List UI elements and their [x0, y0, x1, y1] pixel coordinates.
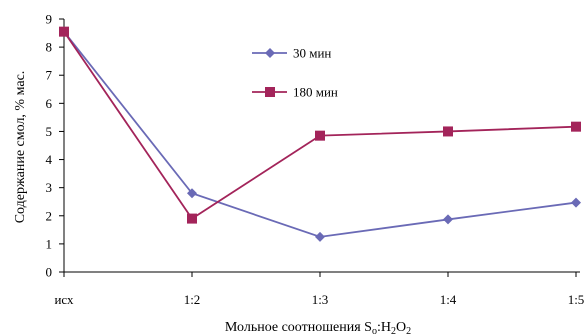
y-tick-label: 3 [46, 180, 53, 195]
y-tick-label: 8 [46, 40, 53, 55]
x-tick-label: 1:5 [568, 292, 585, 307]
series-2 [59, 26, 581, 224]
legend-marker [265, 87, 275, 97]
legend: 30 мин 180 мин [252, 46, 338, 100]
x-axis-title: Мольное соотношения So:H2O2 [225, 320, 411, 336]
legend-item: 30 мин [252, 46, 331, 61]
data-point [443, 214, 453, 225]
x-tick-label: 1:2 [184, 292, 201, 307]
data-point [315, 231, 325, 242]
data-point [315, 130, 325, 141]
data-point [571, 197, 581, 208]
legend-item: 180 мин [252, 85, 338, 100]
y-tick-label: 7 [46, 68, 53, 83]
y-tick-label: 2 [46, 208, 53, 223]
y-ticks: 0 1 2 3 4 5 6 7 8 9 [46, 12, 64, 280]
data-point [443, 126, 453, 137]
legend-marker [265, 48, 275, 58]
legend-label: 30 мин [293, 46, 331, 61]
y-tick-label: 6 [46, 96, 53, 111]
x-tick-label: исх [54, 292, 74, 307]
data-point [187, 188, 197, 199]
data-point [187, 213, 197, 224]
x-tick-label: 1:3 [312, 292, 329, 307]
x-tick-label: 1:4 [440, 292, 457, 307]
x-ticks: исх 1:2 1:3 1:4 1:5 [54, 272, 584, 307]
data-point [571, 121, 581, 132]
y-tick-label: 5 [46, 124, 53, 139]
data-point [59, 26, 69, 37]
legend-label: 180 мин [293, 85, 338, 100]
axes [63, 19, 580, 273]
y-tick-label: 1 [46, 236, 53, 251]
y-tick-label: 0 [46, 265, 53, 280]
y-tick-label: 4 [46, 152, 53, 167]
y-tick-label: 9 [46, 12, 53, 27]
y-axis-title: Содержание смол, % мас. [13, 71, 28, 224]
series [59, 26, 581, 242]
